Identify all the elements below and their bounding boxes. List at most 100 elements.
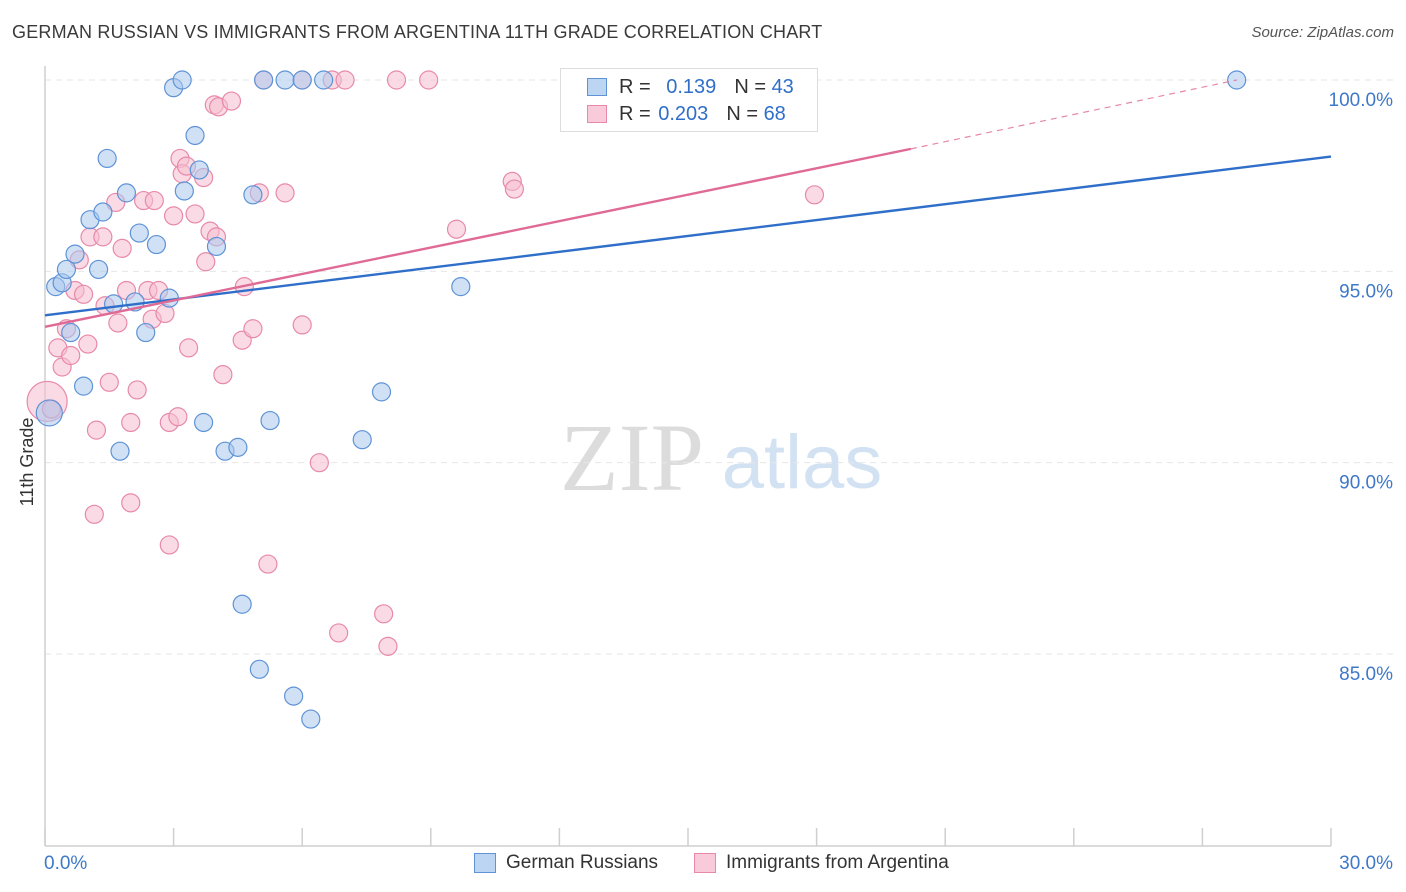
point-argentina [309,453,329,473]
n-value-argentina: 68 [763,102,786,125]
point-german-russians [292,70,312,90]
point-argentina [121,412,141,433]
point-argentina [196,252,216,272]
point-argentina [112,238,132,258]
n-label: N = [726,102,758,125]
point-german-russians [189,160,209,180]
point-german-russians [61,322,81,343]
y-tick-label: 95.0% [1339,281,1393,302]
legend-swatch-pink [694,853,716,873]
point-argentina [374,604,394,624]
watermark: ZIP atlas [560,404,882,511]
point-argentina [335,70,355,90]
point-german-russians [206,236,227,257]
stats-row-german-russians: R = 0.139 N = 43 [561,73,794,101]
legend-label-german-russians: German Russians [506,852,659,873]
ticks: 85.0% 90.0% 95.0% 100.0% 0.0% 30.0% [44,90,1393,874]
point-german-russians [228,437,248,457]
y-axis-label: 11th Grade [17,418,37,507]
watermark-atlas: atlas [722,420,883,505]
point-german-russians [88,259,109,280]
point-argentina [504,179,524,199]
point-german-russians [93,202,113,222]
point-argentina [221,91,242,111]
point-german-russians [103,294,124,314]
trend-line-argentina [44,147,912,328]
point-german-russians [451,277,471,297]
y-tick-label: 90.0% [1339,473,1393,494]
stats-row-argentina: R = 0.203 N = 68 [561,100,786,128]
legend-swatch-blue [474,853,496,873]
stats-legend: R = 0.139 N = 43 R = 0.203 N = 68 [560,68,818,132]
point-german-russians [97,148,117,169]
point-argentina [378,636,398,656]
point-argentina [78,334,98,354]
point-german-russians [73,376,94,396]
point-argentina [386,70,407,90]
r-label: R = [619,102,651,125]
point-argentina [127,380,147,400]
point-argentina [84,504,104,524]
point-argentina [86,420,107,440]
n-label: N = [734,75,766,98]
chart-title: GERMAN RUSSIAN VS IMMIGRANTS FROM ARGENT… [12,22,823,42]
point-argentina [179,338,199,358]
point-german-russians [314,70,334,90]
trend-line-german-russians [44,155,1332,317]
point-german-russians [116,183,137,203]
point-german-russians [136,322,156,343]
point-german-russians [56,259,77,280]
point-argentina [168,407,188,427]
point-german-russians [371,382,392,402]
point-argentina [446,219,467,239]
point-german-russians [172,70,192,90]
point-german-russians [254,70,274,90]
point-german-russians [232,594,252,614]
n-value-german-russians: 43 [771,75,794,98]
point-german-russians [146,234,167,255]
y-tick-label: 100.0% [1329,90,1394,111]
point-german-russians [301,709,321,729]
point-argentina [275,183,295,203]
point-german-russians [35,399,63,427]
point-argentina [61,345,81,366]
grid [45,79,1395,655]
series-german-russians-points [35,70,1247,729]
trend-line-argentina-extension [910,79,1237,150]
point-argentina [108,313,128,333]
point-german-russians [174,181,194,201]
point-argentina [159,535,179,555]
x-tick-label: 0.0% [44,853,87,874]
series-legend: German Russians Immigrants from Argentin… [0,852,1406,878]
point-german-russians [249,659,269,679]
point-german-russians [275,70,295,90]
legend-item-german-russians: German Russians [474,852,658,874]
x-tick-label: 30.0% [1339,853,1393,874]
point-german-russians [194,412,214,433]
point-argentina [804,185,825,205]
r-value-argentina: 0.203 [658,102,709,125]
point-argentina [121,493,141,513]
point-german-russians [243,185,263,205]
point-argentina [164,206,184,226]
r-value-german-russians: 0.139 [666,75,717,98]
point-argentina [419,70,439,90]
point-argentina [213,365,233,385]
legend-swatch-blue [587,78,607,96]
source-label: Source: ZipAtlas.com [1251,24,1394,41]
point-argentina [243,319,263,339]
point-argentina [99,372,119,392]
point-german-russians [284,686,304,706]
point-german-russians [352,430,372,450]
point-german-russians [129,223,149,243]
point-argentina [93,227,113,247]
point-german-russians [65,244,85,264]
y-tick-label: 85.0% [1339,664,1393,685]
point-german-russians [185,125,205,146]
point-argentina [292,315,312,335]
point-argentina [144,190,164,211]
point-german-russians [260,410,280,431]
r-label: R = [619,75,651,98]
legend-label-argentina: Immigrants from Argentina [726,852,949,873]
series-argentina-points [26,70,825,656]
